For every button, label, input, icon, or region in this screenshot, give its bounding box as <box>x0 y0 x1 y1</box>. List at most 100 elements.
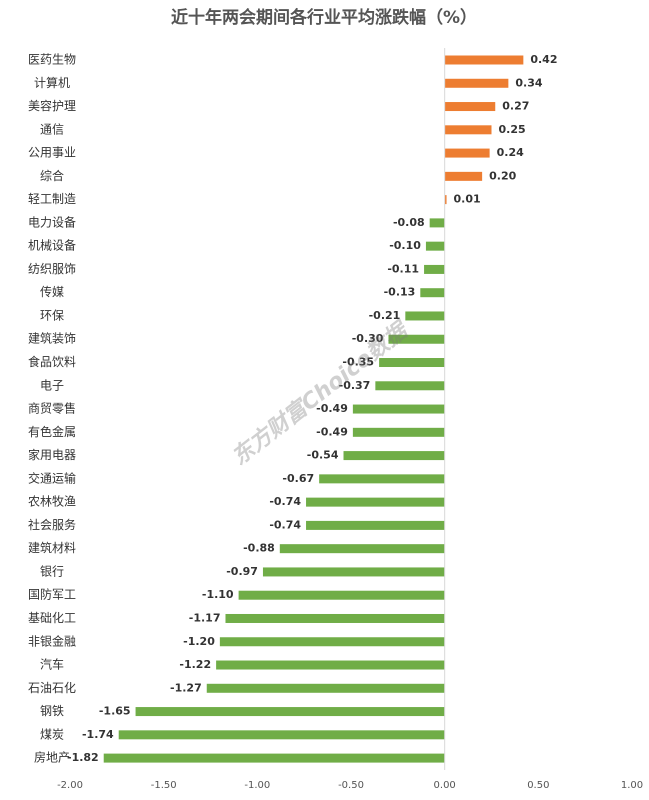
y-tick-label: 房地产 <box>34 750 70 765</box>
value-label: -1.27 <box>170 681 202 694</box>
bar <box>118 730 445 740</box>
y-tick-label: 钢铁 <box>40 704 64 718</box>
y-tick-label: 环保 <box>40 308 64 322</box>
bar <box>262 567 445 577</box>
value-label: -1.10 <box>202 588 234 601</box>
x-tick-label: -1.00 <box>244 780 270 791</box>
bar <box>279 544 445 554</box>
y-tick-label: 农林牧渔 <box>28 495 76 509</box>
bar <box>444 148 490 158</box>
value-label: -0.74 <box>269 495 301 508</box>
y-tick-label: 基础化工 <box>28 611 76 625</box>
y-tick-label: 计算机 <box>34 75 70 90</box>
chart-title: 近十年两会期间各行业平均涨跌幅（%） <box>171 7 477 28</box>
value-label: -0.10 <box>389 239 421 252</box>
y-tick-label: 商贸零售 <box>28 401 76 416</box>
x-tick-label: -0.50 <box>338 780 364 791</box>
value-label: -0.97 <box>226 565 258 578</box>
bar <box>219 637 445 647</box>
bar <box>103 753 445 763</box>
y-tick-label: 石油石化 <box>28 681 76 695</box>
bar <box>306 497 445 507</box>
value-label: -1.20 <box>183 635 215 648</box>
value-label: 0.24 <box>497 146 524 159</box>
value-label: -0.13 <box>384 286 416 299</box>
y-tick-label: 电子 <box>40 378 64 392</box>
y-tick-label: 有色金属 <box>28 424 76 439</box>
value-label: -0.21 <box>369 309 401 322</box>
value-label: 0.01 <box>454 193 481 206</box>
y-tick-label: 社会服务 <box>28 517 76 532</box>
y-tick-label: 非银金融 <box>28 633 76 648</box>
x-tick-label: 1.00 <box>621 780 643 791</box>
y-tick-label: 传媒 <box>40 284 64 299</box>
x-tick-label: -2.00 <box>57 780 83 791</box>
value-label: -0.49 <box>316 402 348 415</box>
bar <box>216 660 445 670</box>
x-tick-label: -1.50 <box>151 780 177 791</box>
value-label: -0.08 <box>393 216 425 229</box>
x-tick-label: 0.50 <box>527 780 549 791</box>
y-tick-label: 综合 <box>40 168 64 183</box>
bar <box>420 288 445 298</box>
bar <box>444 125 492 135</box>
y-tick-label: 国防军工 <box>28 587 76 602</box>
bar <box>425 241 445 251</box>
y-tick-label: 机械设备 <box>28 238 76 253</box>
bar <box>379 358 445 368</box>
y-tick-label: 家用电器 <box>28 447 76 462</box>
value-label: -1.74 <box>82 728 114 741</box>
value-label: -0.67 <box>282 472 314 485</box>
y-tick-label: 交通运输 <box>28 470 76 485</box>
y-tick-label: 电力设备 <box>28 215 76 229</box>
y-tick-label: 轻工制造 <box>28 192 76 206</box>
y-tick-label: 建筑装饰 <box>28 331 76 346</box>
y-tick-label: 通信 <box>40 122 64 136</box>
value-label: 0.27 <box>502 100 529 113</box>
value-label: -0.30 <box>352 332 384 345</box>
y-tick-label: 汽车 <box>40 657 64 672</box>
y-tick-label: 美容护理 <box>28 98 76 113</box>
value-label: -0.74 <box>269 518 301 531</box>
bar <box>444 55 524 65</box>
bar <box>444 195 447 205</box>
x-tick-label: 0.00 <box>434 780 456 791</box>
bar <box>444 78 509 88</box>
bar <box>405 311 445 321</box>
value-label: 0.42 <box>530 53 557 66</box>
value-label: 0.20 <box>489 169 516 182</box>
value-label: -1.22 <box>179 658 211 671</box>
bar <box>388 334 445 344</box>
y-tick-label: 煤炭 <box>40 727 64 741</box>
value-label: -1.82 <box>67 751 99 764</box>
bar <box>424 264 445 274</box>
bar <box>206 683 445 693</box>
value-label: -0.11 <box>387 262 419 275</box>
y-tick-label: 医药生物 <box>28 53 76 67</box>
value-label: -1.17 <box>189 611 221 624</box>
value-label: -0.49 <box>316 425 348 438</box>
watermark: 东方财富Choice数据 <box>227 316 415 471</box>
value-label: 0.25 <box>499 123 526 136</box>
value-label: -1.65 <box>99 705 131 718</box>
value-label: 0.34 <box>515 76 542 89</box>
value-label: -0.88 <box>243 542 275 555</box>
y-tick-label: 公用事业 <box>28 146 76 160</box>
value-label: -0.35 <box>342 356 374 369</box>
bar <box>306 520 445 530</box>
bar <box>352 404 445 414</box>
y-tick-label: 纺织服饰 <box>28 262 76 276</box>
y-tick-label: 食品饮料 <box>28 354 76 369</box>
value-label: -0.37 <box>339 379 371 392</box>
bar <box>225 613 445 623</box>
bar <box>343 451 445 461</box>
y-tick-label: 银行 <box>40 564 64 578</box>
bar <box>429 218 445 228</box>
value-label: -0.54 <box>307 449 339 462</box>
bar <box>375 381 445 391</box>
bar <box>444 102 496 112</box>
bar <box>352 427 445 437</box>
bar <box>238 590 445 600</box>
bar <box>319 474 445 484</box>
